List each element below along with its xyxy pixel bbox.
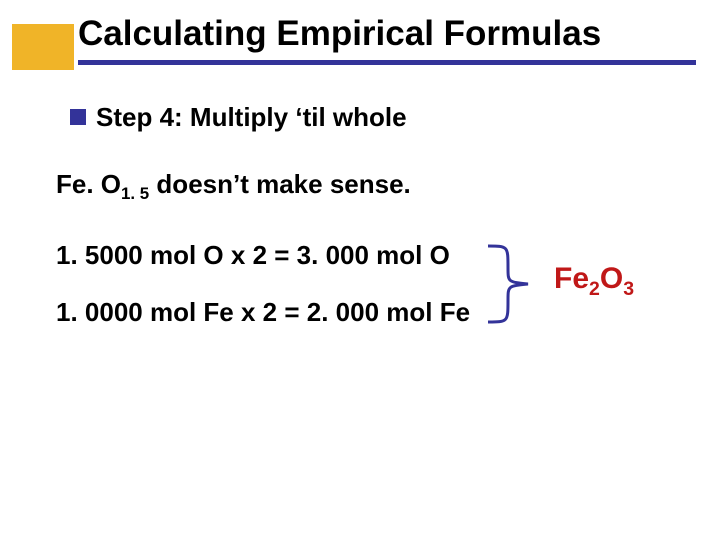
calc1-left: 1. 5000 mol O [56,240,224,270]
step-label: Step 4: Multiply ‘til whole [96,102,407,133]
bullet-icon [70,109,86,125]
calc1-right: 3. 000 mol O [297,240,450,270]
slide-title: Calculating Empirical Formulas [78,14,696,60]
result-base1: Fe [554,262,589,295]
calc2-left: 1. 0000 mol Fe [56,297,234,327]
result-formula: Fe2O3 [554,262,634,301]
premise-line: Fe. O1. 5 doesn’t make sense. [56,169,690,204]
calc2-mid: x 2 = [234,297,307,327]
premise-suffix: doesn’t make sense. [149,169,411,199]
result-sub2: 3 [623,278,634,300]
result-base2: O [600,262,623,295]
calc2-right: 2. 000 mol Fe [307,297,470,327]
brace-icon [486,244,536,324]
premise-prefix: Fe. O [56,169,121,199]
result-sub1: 2 [589,278,600,300]
title-block: Calculating Empirical Formulas [78,14,696,65]
step-row: Step 4: Multiply ‘til whole [70,102,690,133]
brace-path [488,246,528,322]
content-area: Step 4: Multiply ‘til whole Fe. O1. 5 do… [70,102,690,354]
calc-row-2: 1. 0000 mol Fe x 2 = 2. 000 mol Fe [56,297,690,328]
premise-sub: 1. 5 [121,184,149,203]
calc-block: 1. 5000 mol O x 2 = 3. 000 mol O 1. 0000… [56,240,690,328]
calc1-mid: x 2 = [224,240,297,270]
corner-accent [12,24,74,70]
title-underline [78,60,696,65]
